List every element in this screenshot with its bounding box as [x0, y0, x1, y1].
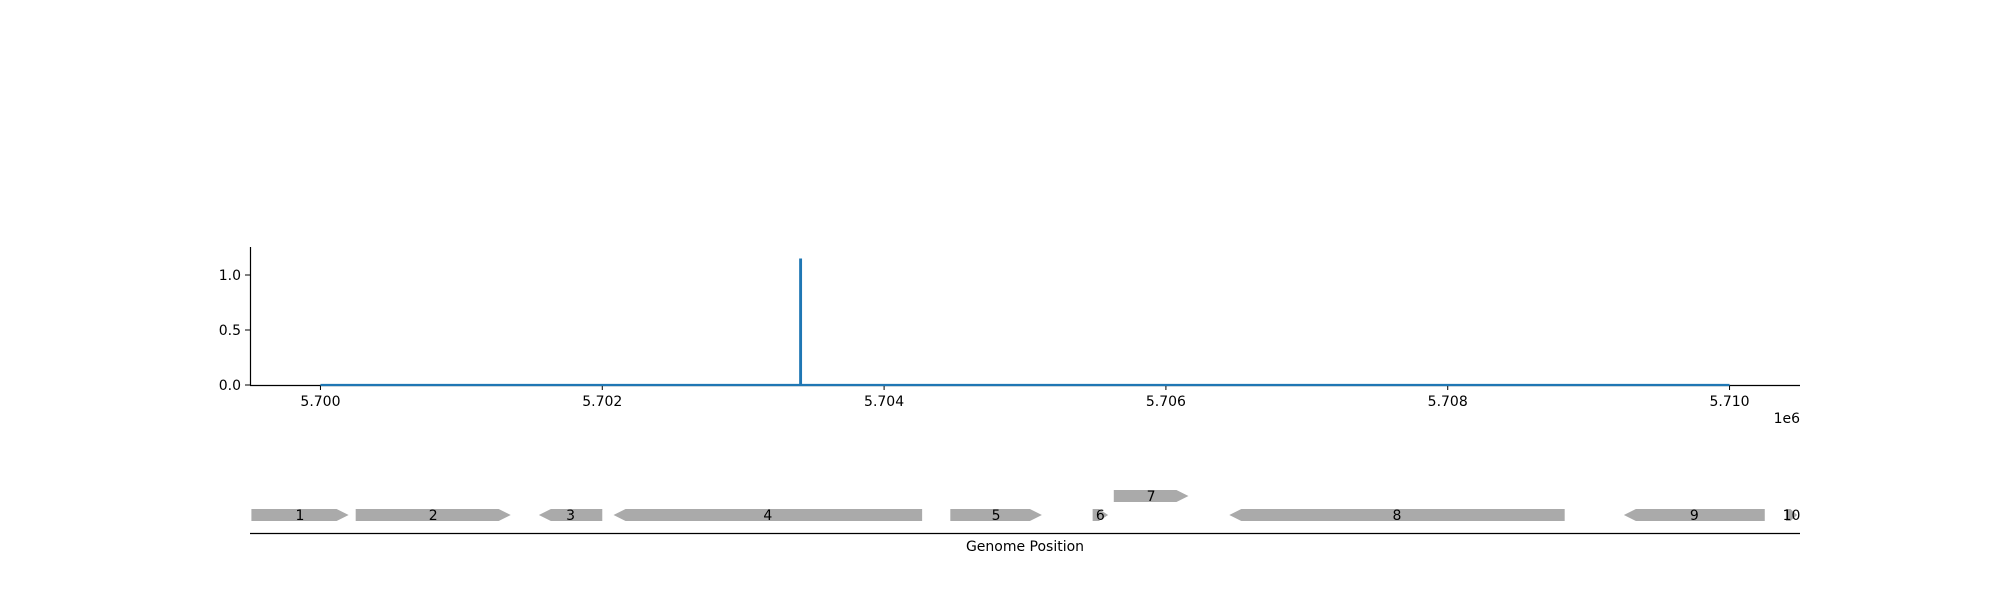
track-xlabel: Genome Position: [966, 539, 1084, 555]
coverage-plot: 0.0 0.5 1.0 5.700 5.702 5.704 5.706 5.708 5.710…: [219, 247, 1800, 427]
x-tick-label: 5.710: [1709, 394, 1749, 410]
x-ticks: 5.700 5.702 5.704 5.706 5.708 5.710: [300, 385, 1750, 410]
series-layer: [320, 258, 1730, 387]
gene-arrow: [538, 509, 603, 521]
gene-label: 2: [429, 508, 438, 524]
gene-arrow: [1229, 509, 1565, 521]
gene-label: 1: [296, 508, 305, 524]
gene-arrow: [1092, 509, 1109, 521]
gene-arrow: [950, 509, 1042, 521]
gene-arrow: [1623, 509, 1765, 521]
x-tick-label: 5.708: [1428, 394, 1468, 410]
gene-label: 7: [1147, 489, 1156, 505]
gene-label: 6: [1096, 508, 1105, 524]
x-tick-label: 5.700: [300, 394, 340, 410]
y-tick-label: 1.0: [219, 268, 241, 284]
gene-label: 10: [1783, 508, 1801, 524]
gene-arrow: [1785, 509, 1798, 521]
y-tick-label: 0.5: [219, 323, 241, 339]
gene-track: 1 2 3 4 5 6 7 8 9 10 Genome Position: [250, 489, 1800, 555]
x-tick-label: 5.702: [582, 394, 622, 410]
gene-arrow: [613, 509, 923, 521]
gene-arrow: [251, 509, 349, 521]
coverage-series-line: [320, 258, 1730, 387]
x-tick-label: 5.706: [1146, 394, 1186, 410]
gene-label: 4: [763, 508, 772, 524]
x-tick-label: 5.704: [864, 394, 904, 410]
gene-label: 3: [566, 508, 575, 524]
gene-label: 8: [1393, 508, 1402, 524]
y-ticks: 0.0 0.5 1.0: [219, 268, 250, 394]
gene-arrow: [355, 509, 511, 521]
gene-arrow: [1113, 490, 1189, 502]
genes-layer: 1 2 3 4 5 6 7 8 9 10: [251, 489, 1800, 524]
x-offset-label: 1e6: [1774, 411, 1801, 427]
gene-label: 9: [1690, 508, 1699, 524]
y-tick-label: 0.0: [219, 378, 241, 394]
gene-label: 5: [992, 508, 1001, 524]
